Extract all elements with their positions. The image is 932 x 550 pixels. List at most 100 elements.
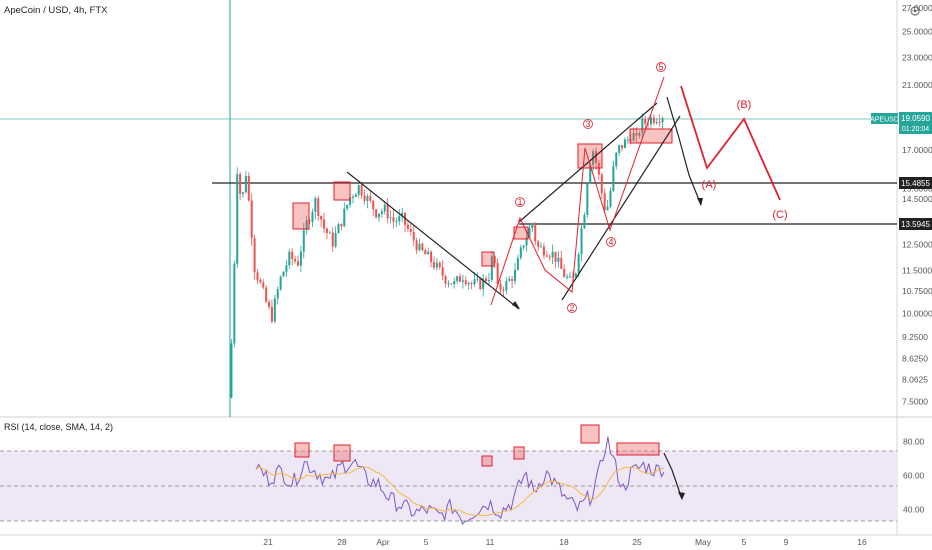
candle-body <box>658 121 661 123</box>
channel-lower-line[interactable] <box>561 115 681 301</box>
candle-body <box>603 193 606 210</box>
candle-body <box>626 139 629 141</box>
candle-body <box>577 254 580 274</box>
wave-labels: 1 2 3 4 5 <box>515 62 666 313</box>
candle-body <box>282 271 285 277</box>
countdown-text: 01:20:04 <box>902 126 929 133</box>
projection-arrow-price[interactable] <box>666 96 702 206</box>
candle-body <box>522 245 525 248</box>
candle-body <box>288 251 291 266</box>
rsi-ma-line <box>255 466 665 517</box>
abc-correction-path[interactable] <box>680 85 781 201</box>
candle-body <box>644 118 647 124</box>
candle-body <box>479 278 482 290</box>
candle-body <box>467 283 470 285</box>
time-tick-label: 5 <box>424 537 429 547</box>
candle-body <box>270 306 273 322</box>
price-tick-label: 7.5000 <box>902 397 928 407</box>
time-tick-label: 21 <box>263 537 273 547</box>
candle-body <box>354 194 357 197</box>
elliott-wave-path[interactable] <box>490 76 665 306</box>
candle-body <box>317 198 320 216</box>
level-tag-high <box>899 177 932 189</box>
candle-body <box>597 162 600 175</box>
candle-body <box>389 217 392 219</box>
symbol-title[interactable]: ApeCoin / USD, 4h, FTX <box>4 5 108 16</box>
candle-body <box>638 133 641 136</box>
rsi-tick-label: 60.00 <box>903 471 925 481</box>
candle-body <box>320 215 323 220</box>
candle-body <box>511 278 514 282</box>
price-tick-label: 23.0000 <box>902 52 932 62</box>
candle-body <box>421 243 424 250</box>
candle-body <box>305 220 308 231</box>
candle-body <box>456 276 459 282</box>
candle-body <box>447 283 450 285</box>
channel-upper-line[interactable] <box>518 102 658 223</box>
highlight-box <box>513 226 529 240</box>
candle-body <box>641 118 644 134</box>
candle-body <box>247 175 250 201</box>
candle-body <box>580 228 583 255</box>
highlight-box <box>580 424 600 444</box>
wave-label-2: 2 <box>569 303 574 313</box>
candle-body <box>349 197 352 205</box>
candle-body <box>502 289 505 291</box>
candle-body <box>308 220 311 222</box>
highlight-box <box>294 442 310 458</box>
time-tick-label: 5 <box>742 537 747 547</box>
highlight-box <box>333 181 351 201</box>
candle-body <box>424 249 427 255</box>
last-price-tag-text: 19.0590 <box>901 114 930 123</box>
candle-body <box>566 276 569 278</box>
candle-body <box>262 282 265 288</box>
candle-body <box>600 174 603 194</box>
rsi-tick-label: 40.00 <box>903 505 925 515</box>
trendline-downtrend[interactable] <box>346 171 520 310</box>
highlight-box <box>616 442 660 456</box>
candle-body <box>574 273 577 278</box>
candle-body <box>568 276 571 278</box>
rsi-group <box>255 436 665 526</box>
projection-arrow-rsi[interactable] <box>663 452 683 500</box>
price-tick-label: 8.6250 <box>902 354 928 364</box>
time-tick-label: 18 <box>559 537 569 547</box>
candle-body <box>551 251 554 258</box>
candle-body <box>525 237 528 246</box>
highlight-box <box>513 446 525 460</box>
candle-body <box>435 262 438 268</box>
trend-lines[interactable] <box>346 96 702 500</box>
abc-projection[interactable] <box>680 85 781 201</box>
wave-label-b: (B) <box>737 99 752 111</box>
highlight-box <box>292 202 310 230</box>
candle-body <box>360 185 363 196</box>
candle-body <box>548 256 551 258</box>
arrow-head <box>697 198 703 206</box>
rsi-axis-labels: 80.00 60.00 40.00 <box>903 437 925 515</box>
price-tick-label: 10.7500 <box>902 286 932 296</box>
candle-body <box>386 204 389 219</box>
candle-body <box>537 241 540 247</box>
candle-body <box>623 139 626 149</box>
rsi-title[interactable]: RSI (14, close, SMA, 14, 2) <box>4 422 113 432</box>
arrow-heads <box>512 198 703 500</box>
wave-lines[interactable] <box>490 76 665 306</box>
candle-body <box>444 275 447 284</box>
candle-body <box>649 117 652 125</box>
candle-body <box>395 221 398 223</box>
candle-body <box>372 200 375 210</box>
candle-body <box>612 166 615 191</box>
candle-body <box>629 139 632 141</box>
candle-body <box>302 230 305 252</box>
candle-body <box>233 263 236 344</box>
rsi-line <box>255 436 665 526</box>
candle-body <box>265 287 268 302</box>
candle-body <box>259 279 262 283</box>
candle-body <box>340 223 343 227</box>
candle-body <box>438 262 441 268</box>
gear-icon[interactable] <box>910 6 920 16</box>
candle-body <box>441 267 444 276</box>
candle-body <box>427 251 430 255</box>
wave-marker <box>606 237 616 247</box>
